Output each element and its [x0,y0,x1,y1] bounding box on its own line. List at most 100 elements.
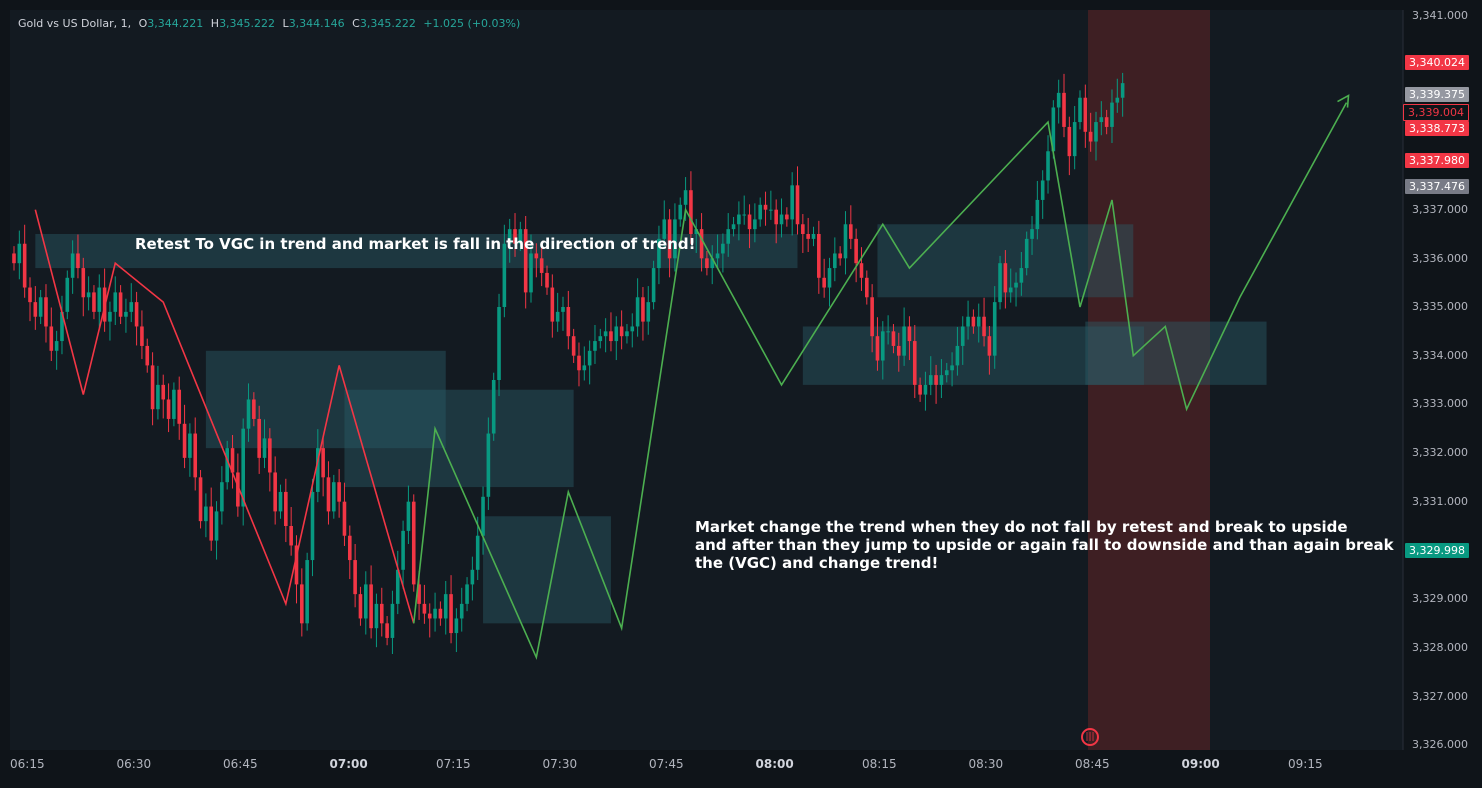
candle[interactable] [849,205,853,250]
candle[interactable] [204,493,208,538]
candle[interactable] [81,257,86,317]
candle[interactable] [1120,72,1125,117]
candle[interactable] [86,276,91,311]
candle[interactable] [92,285,96,320]
candle[interactable] [1110,89,1114,143]
candle[interactable] [1046,135,1050,194]
candle[interactable] [593,325,597,364]
candle[interactable] [65,270,70,320]
candle[interactable] [625,324,629,344]
candle[interactable] [449,575,453,644]
candle[interactable] [699,213,704,272]
candle[interactable] [577,342,581,387]
candle[interactable] [17,230,22,280]
candle[interactable] [230,434,235,489]
candle[interactable] [502,224,507,318]
candle[interactable] [33,286,38,330]
candle[interactable] [971,309,976,334]
candle[interactable] [1035,180,1040,240]
candle[interactable] [300,568,304,637]
candle[interactable] [838,246,842,266]
candle[interactable] [918,377,922,402]
candle[interactable] [1094,111,1098,161]
candle[interactable] [859,247,864,291]
candle[interactable] [801,214,805,253]
candle[interactable] [710,245,715,285]
candle[interactable] [907,316,912,361]
candle[interactable] [278,484,283,519]
candle[interactable] [662,200,667,250]
candle[interactable] [342,482,347,546]
candle[interactable] [923,371,928,411]
candle[interactable] [411,494,416,592]
candle[interactable] [1062,73,1066,138]
candle[interactable] [369,565,373,639]
candle[interactable] [966,300,970,340]
candle[interactable] [321,437,325,497]
candle[interactable] [97,274,102,328]
candle[interactable] [326,461,331,525]
candle[interactable] [284,478,288,543]
candle[interactable] [363,571,368,635]
candle[interactable] [694,218,699,253]
candle[interactable] [22,224,27,298]
candle[interactable] [1040,170,1045,219]
candle[interactable] [289,507,293,556]
candle[interactable] [1008,268,1013,303]
candle[interactable] [891,324,896,354]
candle[interactable] [150,352,155,426]
candle[interactable] [225,440,229,490]
candle[interactable] [934,364,938,404]
candle[interactable] [833,237,837,282]
candle[interactable] [220,466,224,525]
candle[interactable] [481,486,485,555]
candle[interactable] [310,478,315,577]
candle[interactable] [124,298,128,333]
candle[interactable] [374,593,379,648]
candle[interactable] [753,203,757,243]
candle[interactable] [976,303,981,343]
candle[interactable] [113,276,118,326]
candle[interactable] [1072,106,1077,170]
candle[interactable] [49,307,54,362]
candle[interactable] [44,284,48,343]
candle[interactable] [747,204,752,249]
candle[interactable] [795,166,800,235]
candle[interactable] [854,228,858,283]
candle[interactable] [1003,250,1008,309]
supply-demand-zone[interactable] [483,516,611,624]
supply-demand-zone[interactable] [344,389,574,488]
candle[interactable] [1014,272,1018,307]
candle[interactable] [433,592,437,632]
candle[interactable] [257,405,261,474]
candle[interactable] [715,234,720,269]
candle[interactable] [161,374,166,419]
candle[interactable] [598,328,603,349]
candle[interactable] [118,285,123,325]
candle[interactable] [566,290,571,350]
candle[interactable] [912,325,917,399]
candle[interactable] [332,474,336,519]
candle[interactable] [358,586,363,626]
candle[interactable] [545,265,549,295]
candle[interactable] [454,608,459,653]
candle[interactable] [38,289,43,325]
candle[interactable] [470,556,475,601]
candle[interactable] [1099,101,1104,136]
candle[interactable] [395,550,400,615]
candle[interactable] [337,469,341,518]
candle[interactable] [534,243,539,278]
candle[interactable] [769,190,773,220]
candle[interactable] [987,325,992,375]
candle[interactable] [806,217,810,253]
candle[interactable] [465,577,469,612]
candle[interactable] [294,535,299,604]
candle[interactable] [998,255,1002,310]
candle[interactable] [673,203,677,272]
candle[interactable] [646,286,651,335]
candle[interactable] [422,584,427,624]
candle[interactable] [513,213,517,257]
candle[interactable] [811,226,816,247]
candle[interactable] [763,191,768,226]
candle[interactable] [950,352,954,387]
